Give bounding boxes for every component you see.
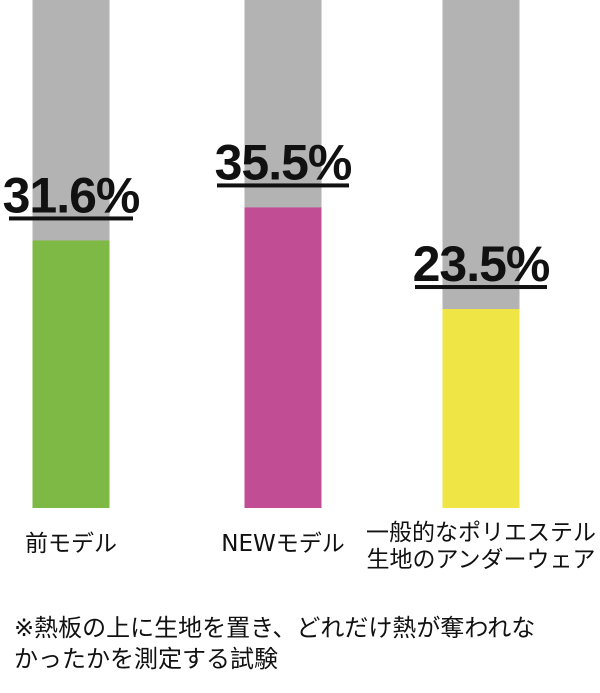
- footnote-line-1: ※熱板の上に生地を置き、どれだけ熱が奪われな: [14, 614, 536, 642]
- value-label-2: 35.5%: [215, 134, 352, 190]
- footnote-line-2: かったかを測定する試験: [14, 645, 278, 673]
- value-underline-3: [415, 285, 547, 290]
- category-label-3-line-2: 生地のアンダーウェア: [366, 547, 595, 573]
- category-label-3-line-1: 一般的なポリエステル: [366, 520, 596, 546]
- category-label-1: 前モデル: [25, 531, 117, 557]
- bar-2: [244, 207, 322, 508]
- category-label-2: NEWモデル: [221, 531, 344, 557]
- value-underline-2: [217, 183, 349, 188]
- footnote: ※熱板の上に生地を置き、どれだけ熱が奪われな かったかを測定する試験: [14, 613, 594, 675]
- bar-3: [442, 309, 520, 508]
- value-label-3: 23.5%: [413, 236, 550, 292]
- bar-1: [32, 240, 110, 508]
- value-label-1: 31.6%: [3, 167, 140, 223]
- value-underline-1: [9, 216, 133, 221]
